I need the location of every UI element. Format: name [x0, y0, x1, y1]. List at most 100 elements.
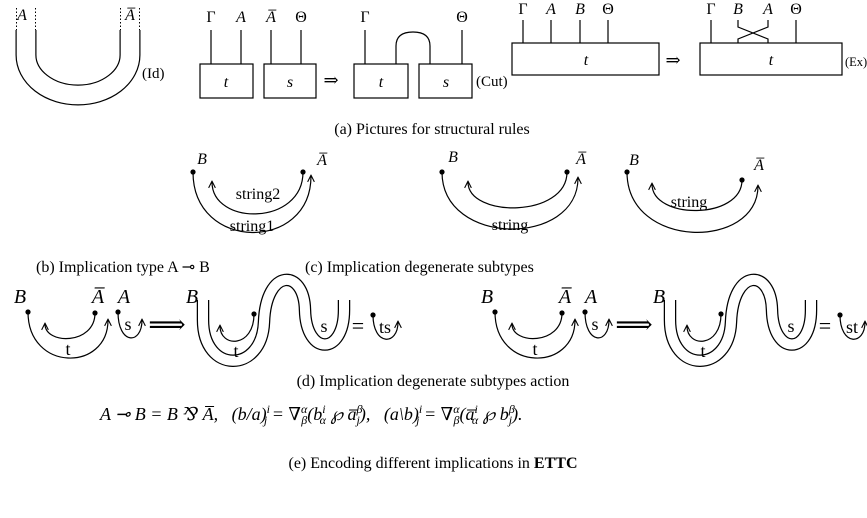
formula-text: (a̅: [460, 404, 477, 425]
caption-text: (e) Encoding different implications in: [289, 455, 534, 472]
label: B: [653, 286, 665, 308]
label: B: [197, 151, 207, 168]
label: string: [671, 194, 707, 211]
label: A̅: [265, 9, 276, 26]
subscript: β: [453, 413, 460, 427]
label: s: [320, 316, 327, 336]
formula-text: ℘ a̅: [326, 404, 359, 424]
label: A: [116, 286, 131, 308]
label: =: [352, 313, 364, 338]
label: t: [233, 341, 238, 361]
subscript: j: [262, 413, 268, 427]
label: (d) Implication degenerate subtypes acti…: [297, 373, 570, 390]
label: B: [481, 286, 493, 308]
formula-text: ).: [511, 404, 523, 425]
box: [263, 63, 317, 99]
label: t: [769, 52, 774, 69]
formula: A ⊸ B = B ⅋ A̅, (b/a)i j = ∇α β(bi α ℘ a̅β j…: [99, 402, 523, 427]
box: [199, 63, 254, 99]
label: A̅: [557, 286, 573, 308]
label: B: [629, 152, 639, 169]
subscript: α: [472, 413, 479, 427]
box: [699, 42, 843, 76]
label: (Id): [142, 66, 165, 82]
label: B: [448, 149, 458, 166]
subscript: j: [507, 413, 513, 427]
label: Θ: [295, 9, 307, 26]
label: s: [124, 314, 131, 334]
superscript: i: [419, 402, 422, 416]
label: B: [575, 1, 585, 18]
label: A̅: [316, 152, 327, 169]
label: B: [733, 1, 743, 18]
label: Θ: [602, 1, 614, 18]
label: (a) Pictures for structural rules: [334, 121, 529, 138]
string-arc: [687, 313, 722, 342]
string-arc: [45, 312, 96, 340]
tube-inner: [16, 30, 140, 105]
string-arc: [839, 314, 865, 340]
caption-bold: ETTC: [534, 455, 578, 472]
label: A: [762, 1, 773, 18]
label: A: [235, 9, 246, 26]
label: Γ: [360, 9, 369, 26]
subscript: β: [300, 413, 307, 427]
label: Γ: [206, 9, 215, 26]
string-arc: [212, 171, 304, 215]
label: string1: [230, 218, 274, 235]
label: t: [700, 341, 705, 361]
box: [511, 42, 660, 76]
string-arc: [372, 314, 398, 340]
label: (Cut): [476, 74, 508, 90]
label: A̅: [575, 151, 586, 168]
superscript: β: [508, 402, 515, 416]
label: s: [443, 74, 449, 91]
label: A̅: [753, 157, 764, 174]
label: A̅: [124, 7, 135, 24]
label: s: [787, 316, 794, 336]
label: ⟹: [615, 310, 652, 339]
string-arc: [441, 171, 578, 230]
formula-text: (b: [307, 404, 322, 425]
box: [418, 63, 473, 99]
label: (Ex): [845, 55, 867, 69]
label: s: [591, 314, 598, 334]
wire: [737, 20, 769, 43]
label: Γ: [518, 1, 527, 18]
superscript: i: [475, 402, 478, 416]
caption-e: (e) Encoding different implications in E…: [289, 455, 578, 472]
cut-link: [395, 31, 431, 64]
formula-text: ), (a\b): [359, 404, 419, 425]
superscript: α: [301, 402, 308, 416]
tube-inner: [198, 275, 349, 366]
string-arc: [584, 311, 609, 339]
superscript: β: [356, 402, 363, 416]
label: t: [65, 339, 70, 359]
label: ⇒: [665, 50, 680, 70]
subscript: j: [414, 413, 420, 427]
string-arc: [512, 312, 563, 340]
wire: [737, 20, 769, 43]
label: s: [287, 74, 293, 91]
formula-text: A ⊸ B = B ⅋ A̅, (b/a): [99, 404, 267, 425]
label: Θ: [790, 1, 802, 18]
string-arc: [27, 311, 108, 359]
box: [353, 63, 409, 99]
string-arc: [117, 311, 142, 339]
superscript: i: [267, 402, 270, 416]
superscript: α: [453, 402, 460, 416]
string-arc: [626, 171, 758, 233]
label: B: [186, 286, 198, 308]
label: ⟹: [148, 310, 185, 339]
label: ⇒: [323, 70, 338, 90]
label: (b) Implication type A ⊸ B: [36, 259, 210, 276]
label: t: [224, 74, 229, 91]
label: =: [819, 313, 831, 338]
label: t: [584, 52, 589, 69]
string-arc: [220, 313, 255, 342]
subscript: α: [320, 413, 327, 427]
label: st: [846, 317, 858, 337]
formula-text: = ∇: [420, 404, 454, 424]
label: Θ: [456, 9, 468, 26]
